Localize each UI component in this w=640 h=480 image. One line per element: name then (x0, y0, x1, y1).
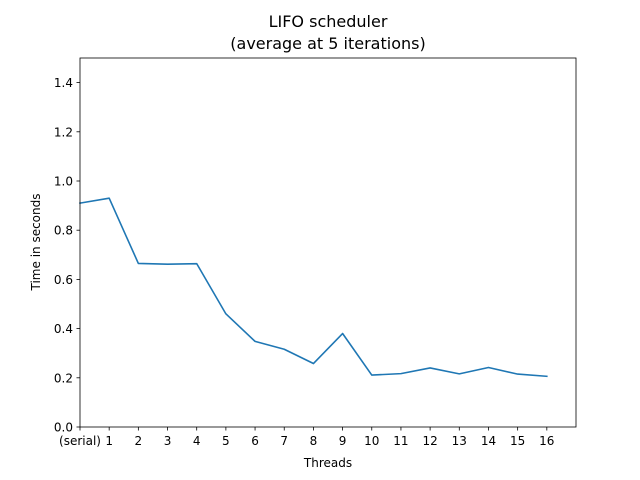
x-tick-label-5: 5 (222, 434, 230, 448)
y-tick-label-1: 0.2 (54, 371, 73, 385)
y-axis-label: Time in seconds (29, 194, 43, 292)
x-tick-label-15: 15 (510, 434, 525, 448)
x-tick-label-11: 11 (393, 434, 408, 448)
axes-frame (79, 57, 577, 428)
y-tick-label-4: 0.8 (54, 224, 73, 238)
x-tick-label-6: 6 (251, 434, 259, 448)
x-tick-label-9: 9 (339, 434, 347, 448)
x-tick-label-16: 16 (539, 434, 554, 448)
y-tick-label-6: 1.2 (54, 125, 73, 139)
x-tick-label-0: (serial) (59, 434, 101, 448)
x-tick-label-7: 7 (280, 434, 288, 448)
x-axis-label: Threads (303, 456, 352, 470)
plot-area: 0.00.20.40.60.81.01.21.4(serial) 1 2 3 4 5 6 7 8… (54, 57, 577, 448)
x-tick-label-1: 1 (105, 434, 113, 448)
x-tick-label-12: 12 (422, 434, 437, 448)
y-tick-label-0: 0.0 (54, 421, 73, 435)
x-tick-label-2: 2 (135, 434, 143, 448)
y-tick-label-5: 1.0 (54, 175, 73, 189)
x-tick-label-8: 8 (310, 434, 318, 448)
x-tick-label-10: 10 (364, 434, 379, 448)
y-tick-label-3: 0.6 (54, 273, 73, 287)
chart-title: LIFO scheduler (269, 12, 388, 31)
x-tick-label-14: 14 (481, 434, 496, 448)
y-tick-label-2: 0.4 (54, 322, 73, 336)
chart-subtitle: (average at 5 iterations) (230, 34, 425, 53)
series-line-0 (79, 197, 548, 378)
x-tick-label-13: 13 (452, 434, 467, 448)
x-tick-label-3: 3 (164, 434, 172, 448)
y-tick-label-7: 1.4 (54, 76, 73, 90)
x-tick-label-4: 4 (193, 434, 201, 448)
